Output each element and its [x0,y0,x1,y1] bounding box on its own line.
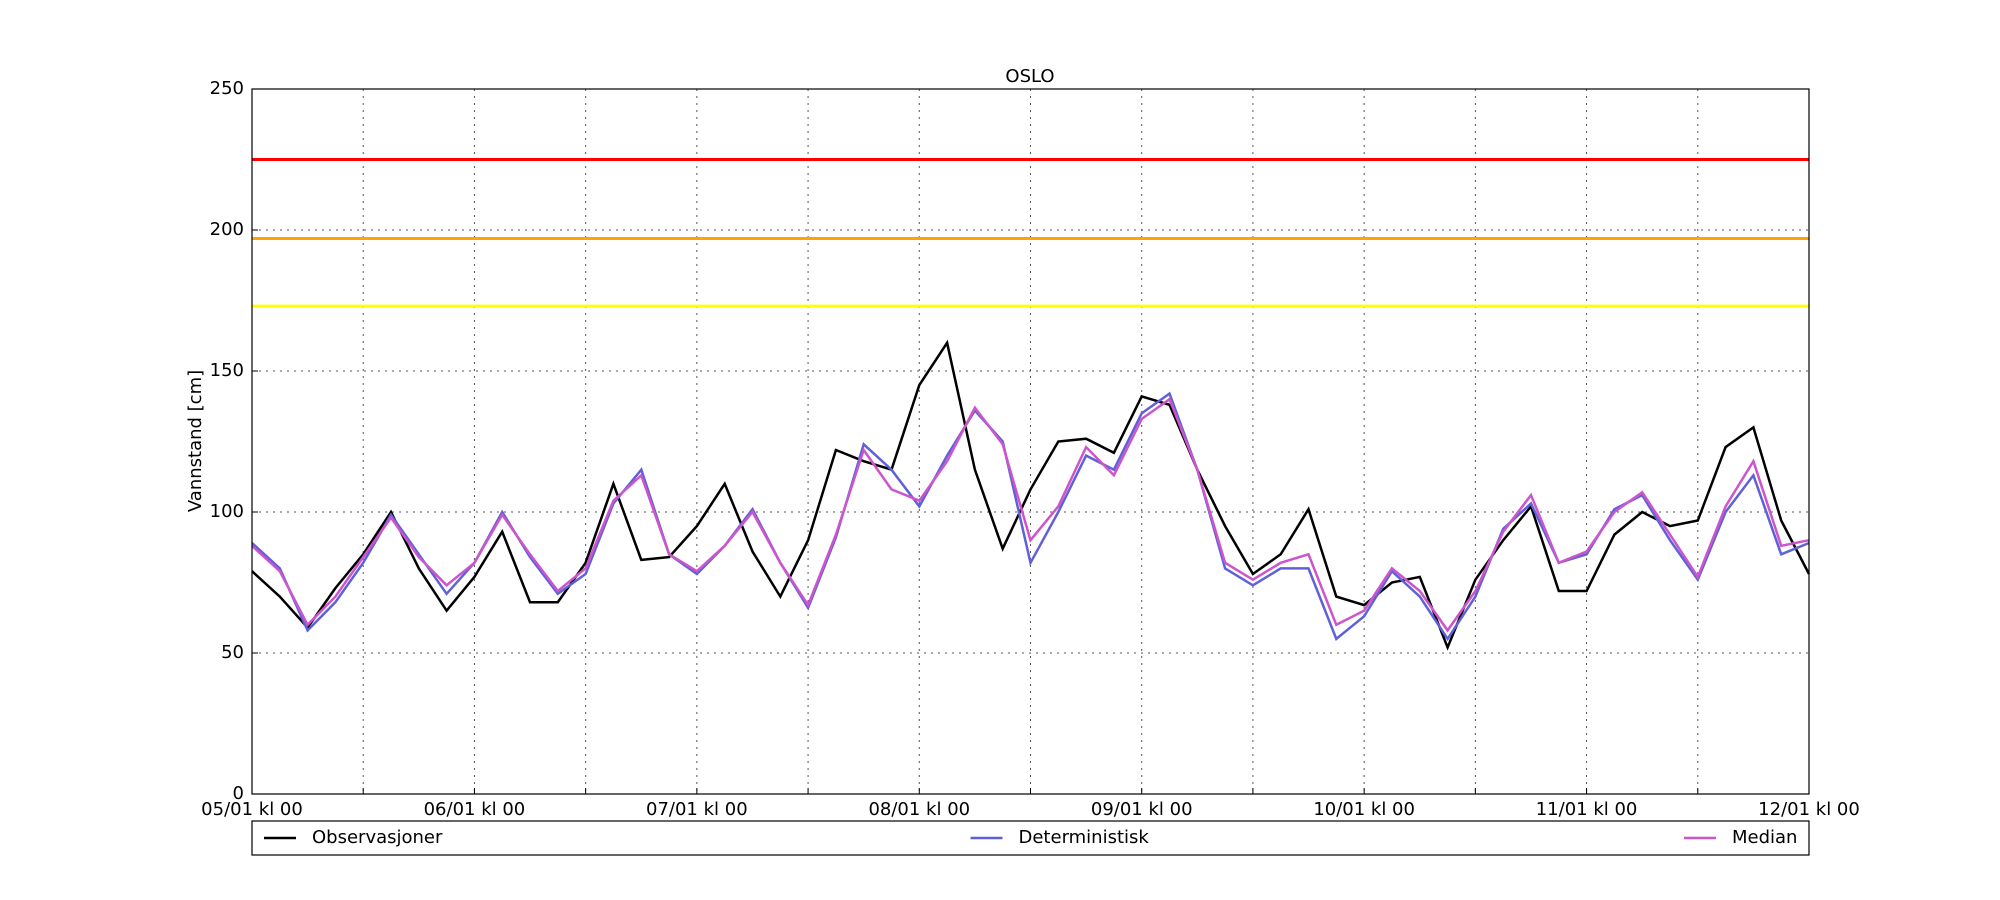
y-axis-label: Vannstand [cm] [185,370,206,512]
chart-title: OSLO [1005,66,1054,87]
x-tick-label: 09/01 kl 00 [1091,799,1193,820]
plot-frame [251,88,1810,795]
legend-box [251,820,1810,856]
y-tick-label: 0 [233,783,244,804]
y-tick-label: 150 [210,360,244,381]
legend-label: Observasjoner [312,827,443,848]
x-tick-label: 06/01 kl 00 [424,799,526,820]
y-tick-label: 250 [210,78,244,99]
x-tick-label: 08/01 kl 00 [868,799,970,820]
x-tick-label: 05/01 kl 00 [201,799,303,820]
legend-label: Deterministisk [1019,827,1150,848]
x-tick-label: 12/01 kl 00 [1758,799,1860,820]
series-line [251,397,1810,633]
y-tick-label: 100 [210,501,244,522]
legend-label: Median [1732,827,1797,848]
y-tick-label: 200 [210,219,244,240]
series-line [251,339,1811,651]
x-tick-label: 07/01 kl 00 [646,799,748,820]
y-tick-label: 50 [221,642,244,663]
x-tick-label: 10/01 kl 00 [1313,799,1415,820]
x-tick-label: 11/01 kl 00 [1536,799,1638,820]
